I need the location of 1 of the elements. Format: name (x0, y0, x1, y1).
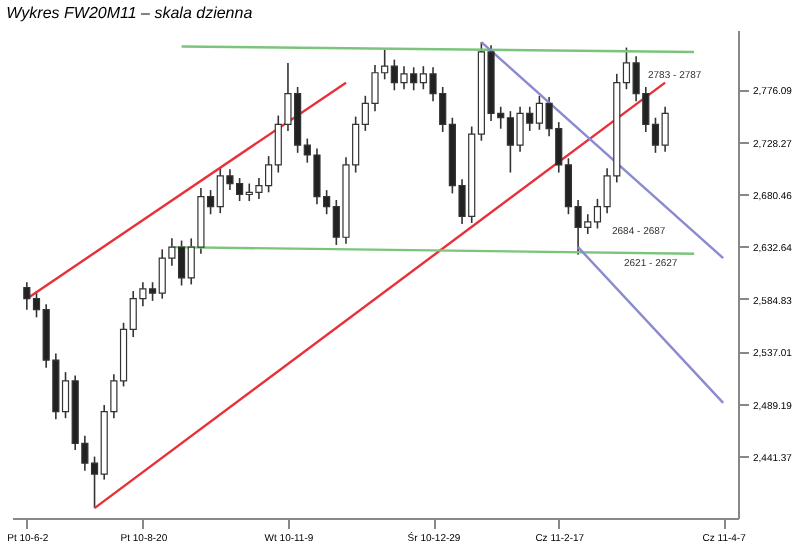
chart-title: Wykres FW20M11 – skala dzienna (6, 4, 254, 22)
